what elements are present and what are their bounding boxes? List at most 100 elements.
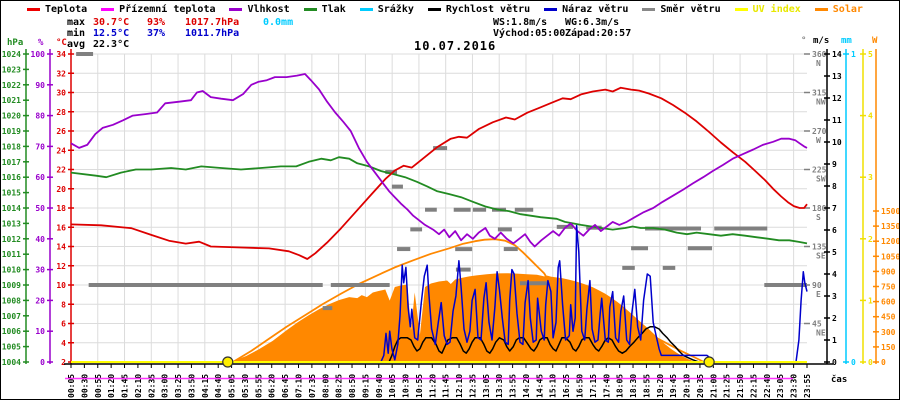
stats-max-row: max 30.7°C 93% 1017.7hPa 0.0mm (67, 17, 293, 28)
axis-tick-label: 11 (832, 116, 842, 125)
axis-tick-label: 3 (832, 292, 837, 301)
axis-tick-label: 0 (868, 358, 873, 367)
axis-tick-label: 14 (832, 50, 842, 59)
axis-tick-label: 2 (868, 235, 873, 244)
axis-tick-label: 1017 (2, 158, 21, 167)
axis-tick-label: 1015 (2, 189, 21, 198)
axis-tick-label: mm (841, 36, 852, 46)
sunrise-sun-icon (222, 356, 234, 368)
wind-speed-stat: WS:1.8m/s (493, 17, 548, 28)
series-solar-max (232, 238, 705, 363)
avg-label: avg (67, 39, 86, 50)
min-pressure: 1011.7hPa (185, 28, 240, 39)
x-axis-label: 11:20 (428, 374, 437, 398)
legend-swatch (734, 8, 748, 11)
axis-tick-label: 32 (56, 69, 66, 78)
axis-tick-label: W (816, 136, 821, 145)
axis-tick-label: 180 (812, 204, 827, 213)
axis-tick-label: 24 (56, 146, 66, 155)
x-axis-label: 04:15 (201, 374, 210, 398)
stats-avg-row: avg 22.3°C (67, 39, 293, 50)
axis-tick-label: 0 (851, 358, 856, 367)
x-axis-label: 10:55 (415, 374, 424, 398)
wind-sun-block: WS:1.8m/s WG:6.3m/s Východ:05:00Západ:20:… (493, 17, 631, 39)
min-temp: 12.5°C (93, 28, 130, 39)
axis-tick-label: 60 (35, 173, 45, 182)
legend-label: Teplota (45, 4, 88, 15)
x-axis-label: 05:30 (241, 374, 250, 398)
axis-tick-label: 1021 (2, 96, 21, 105)
x-axis-label: 09:15 (361, 374, 370, 398)
legend-label: UV index (752, 4, 801, 15)
x-axis-label: 10:05 (388, 374, 397, 398)
x-axis-label: 08:50 (348, 374, 357, 398)
axis-tick-label: 20 (56, 185, 66, 194)
axis-tick-label: 30 (56, 89, 66, 98)
axis-tick-label: 70 (35, 142, 45, 151)
sunrise-time: Východ:05:00 (493, 28, 566, 39)
x-axis-label: 21:00 (709, 374, 718, 398)
x-axis-label: 02:10 (134, 374, 143, 398)
legend-label: Solar (832, 4, 863, 15)
legend-label: Tlak (321, 4, 346, 15)
axis-tick-label: 10 (56, 281, 66, 290)
x-axis-label: 13:30 (495, 374, 504, 398)
axis-tick-label: 1023 (2, 65, 21, 74)
legend-swatch (229, 8, 243, 11)
axis-tick-label: 1 (832, 336, 837, 345)
axis-tick-label: 1019 (2, 127, 21, 136)
sunset-time: Západ:20:57 (565, 28, 632, 39)
x-axis-label: 20:10 (683, 374, 692, 398)
series-vlhkost (70, 73, 808, 248)
axis-tick-label: 600 (881, 298, 896, 307)
legend-item: Náraz větru (544, 4, 628, 15)
stats-min-row: min 12.5°C 37% 1011.7hPa (67, 28, 293, 39)
axis-tick-label: 90 (35, 81, 45, 90)
x-axis-label: 21:25 (723, 374, 732, 398)
avg-temp: 22.3°C (93, 39, 130, 50)
axis-tick-label: 315 (812, 89, 827, 98)
axis-tick-label: 18 (56, 204, 66, 213)
axis-tick-label: NE (816, 329, 826, 338)
x-axis-label: 23:55 (803, 374, 812, 398)
axis-tick-label: 750 (881, 283, 896, 292)
x-axis-label: 06:45 (281, 374, 290, 398)
axis-tick-label: 10 (832, 138, 842, 147)
x-axis-label: 15:10 (549, 374, 558, 398)
series-teplota (70, 86, 808, 260)
axis-tick-label: 22 (56, 166, 66, 175)
axis-tick-label: 360 (812, 50, 827, 59)
x-axis-label: 20:35 (696, 374, 705, 398)
axis-tick-label: 1004 (2, 358, 21, 367)
page-title: 10.07.2016 (414, 39, 497, 53)
axis-tick-label: 0 (832, 358, 837, 367)
legend-item: UV index (734, 4, 801, 15)
axis-tick-label: 8 (61, 300, 66, 309)
axis-tick-label: hPa (7, 38, 23, 48)
legend-label: Rychlost větru (445, 4, 531, 15)
legend-item: Směr větru (642, 4, 721, 15)
x-axis-label: 13:55 (509, 374, 518, 398)
x-axis-label: 22:15 (749, 374, 758, 398)
axis-tick-label: 150 (881, 343, 896, 352)
axis-tick-label: 1500 (881, 207, 899, 216)
x-axis-label: 19:45 (669, 374, 678, 398)
legend-label: Náraz větru (562, 4, 629, 15)
legend-label: Přízemní teplota (119, 4, 216, 15)
max-label: max (67, 17, 86, 28)
axis-tick-label: E (816, 290, 821, 299)
axis-tick-label: NW (816, 98, 826, 107)
axis-tick-label: °C (56, 38, 67, 48)
x-axis-label: 03:25 (174, 374, 183, 398)
series-naraz-vetru (71, 224, 808, 363)
x-axis-label: 01:20 (107, 374, 116, 398)
axis-tick-label: 1020 (2, 112, 21, 121)
axis-tick-label: 12 (832, 94, 842, 103)
max-pressure: 1017.7hPa (185, 17, 240, 28)
x-axis-label: 05:05 (228, 374, 237, 398)
x-axis-label: 12:35 (468, 374, 477, 398)
axis-tick-label: 0 (881, 358, 886, 367)
x-axis-label: 08:25 (335, 374, 344, 398)
max-temp: 30.7°C (93, 17, 130, 28)
